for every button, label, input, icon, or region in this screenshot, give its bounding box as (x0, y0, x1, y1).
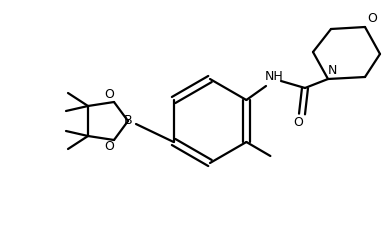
Text: B: B (124, 114, 132, 127)
Text: O: O (293, 115, 303, 128)
Text: NH: NH (265, 71, 283, 84)
Text: O: O (104, 140, 114, 153)
Text: N: N (327, 64, 337, 77)
Text: O: O (104, 88, 114, 101)
Text: O: O (367, 13, 377, 25)
